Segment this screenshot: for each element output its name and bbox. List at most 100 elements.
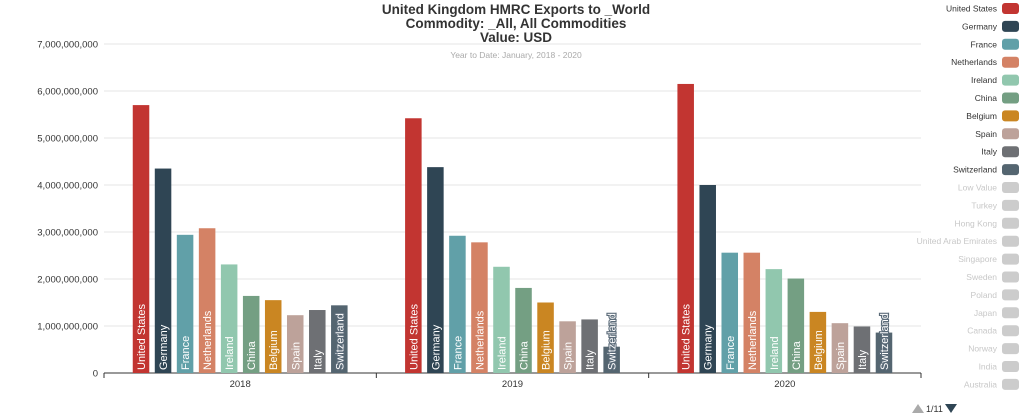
bar-label: Spain bbox=[563, 342, 575, 370]
chart-title-line-2: Commodity: _All, All Commodities bbox=[406, 16, 627, 31]
legend-item[interactable]: United States bbox=[946, 3, 1019, 14]
bar[interactable] bbox=[427, 167, 444, 373]
bar-label: Switzerland bbox=[334, 313, 346, 370]
chart-title: United Kingdom HMRC Exports to _World bbox=[382, 2, 650, 17]
legend-label: Belgium bbox=[966, 111, 997, 121]
bar[interactable] bbox=[765, 269, 783, 373]
y-tick-label: 2,000,000,000 bbox=[37, 275, 98, 286]
legend-item[interactable]: Norway bbox=[968, 343, 1019, 355]
legend-label: United Arab Emirates bbox=[917, 236, 997, 246]
legend[interactable]: United States Germany France Netherlands Ire… bbox=[917, 3, 1019, 390]
gridlines bbox=[104, 43, 921, 374]
chart-title-line-3: Value: USD bbox=[480, 30, 552, 45]
legend-item[interactable]: Japan bbox=[974, 307, 1019, 319]
legend-pager[interactable]: 1/11 bbox=[912, 404, 957, 414]
legend-page-indicator: 1/11 bbox=[926, 404, 943, 414]
legend-item[interactable]: Ireland bbox=[971, 74, 1019, 86]
x-axis: 2018 2019 2020 bbox=[103, 373, 922, 390]
bar[interactable] bbox=[220, 264, 238, 373]
legend-item[interactable]: Switzerland bbox=[953, 164, 1019, 176]
legend-label: Poland bbox=[971, 290, 998, 300]
bar-label: China bbox=[519, 340, 531, 370]
legend-item[interactable]: United Arab Emirates bbox=[917, 235, 1019, 247]
bar-label: Italy bbox=[312, 349, 324, 370]
legend-item[interactable]: Turkey bbox=[971, 199, 1019, 211]
legend-next-page-icon[interactable] bbox=[945, 404, 957, 413]
legend-item[interactable]: Singapore bbox=[958, 253, 1019, 265]
legend-swatch bbox=[1002, 128, 1019, 140]
legend-label: Norway bbox=[968, 344, 998, 354]
bar-label: Germany bbox=[430, 324, 442, 370]
bar[interactable] bbox=[449, 235, 466, 373]
bar[interactable] bbox=[559, 321, 576, 373]
bar-label: Netherlands bbox=[474, 310, 486, 370]
legend-item[interactable]: France bbox=[971, 38, 1019, 50]
bar[interactable] bbox=[471, 242, 488, 373]
bar[interactable] bbox=[309, 310, 326, 373]
legend-label: Germany bbox=[962, 21, 998, 31]
bar-label: Italy bbox=[585, 349, 597, 370]
legend-item[interactable]: Italy bbox=[981, 146, 1019, 158]
legend-item[interactable]: Sweden bbox=[966, 271, 1019, 283]
bar[interactable] bbox=[809, 311, 827, 373]
bar[interactable] bbox=[537, 302, 554, 374]
bar[interactable] bbox=[875, 332, 893, 373]
legend-label: Ireland bbox=[971, 75, 997, 85]
bar[interactable] bbox=[493, 266, 510, 373]
legend-item[interactable]: Low Value bbox=[958, 182, 1019, 193]
bar[interactable] bbox=[198, 228, 216, 373]
legend-label: Italy bbox=[981, 147, 997, 157]
legend-label: Canada bbox=[967, 326, 997, 336]
legend-item[interactable]: India bbox=[979, 361, 1019, 372]
legend-swatch bbox=[1002, 378, 1019, 390]
bar[interactable] bbox=[603, 346, 620, 373]
legend-label: Spain bbox=[975, 129, 997, 139]
legend-item[interactable]: Netherlands bbox=[951, 56, 1019, 68]
legend-item[interactable]: China bbox=[975, 92, 1019, 104]
bar[interactable] bbox=[853, 326, 871, 373]
legend-prev-page-icon[interactable] bbox=[912, 404, 924, 413]
bar-label: Belgium bbox=[813, 330, 825, 370]
bar[interactable] bbox=[154, 168, 172, 373]
bar-label: Ireland bbox=[496, 336, 508, 370]
bar[interactable] bbox=[405, 118, 422, 373]
y-tick-label: 0 bbox=[93, 369, 98, 380]
legend-swatch bbox=[1002, 146, 1019, 158]
y-axis: 0 1,000,000,000 2,000,000,000 3,000,000,000… bbox=[37, 40, 98, 380]
bar-label: United States bbox=[681, 303, 693, 370]
legend-item[interactable]: Belgium bbox=[966, 110, 1019, 122]
x-tick-label: 2020 bbox=[774, 379, 795, 390]
bar[interactable] bbox=[286, 315, 304, 373]
y-tick-label: 3,000,000,000 bbox=[37, 228, 98, 239]
bar-label: Italy bbox=[857, 349, 869, 370]
bar-label: United States bbox=[136, 303, 148, 370]
legend-label: Australia bbox=[964, 379, 997, 389]
legend-item[interactable]: Poland bbox=[971, 289, 1019, 301]
bar[interactable] bbox=[515, 287, 532, 373]
bar-label: China bbox=[791, 340, 803, 370]
bar[interactable] bbox=[831, 323, 849, 373]
bar[interactable] bbox=[176, 234, 194, 373]
legend-item[interactable]: Hong Kong bbox=[954, 217, 1019, 229]
legend-item[interactable]: Canada bbox=[967, 325, 1019, 337]
bar-label: United States bbox=[408, 303, 420, 370]
bar[interactable] bbox=[331, 305, 348, 373]
bar[interactable] bbox=[242, 295, 260, 373]
bar[interactable] bbox=[743, 252, 761, 373]
bar[interactable] bbox=[699, 185, 716, 373]
legend-item[interactable]: Spain bbox=[975, 128, 1019, 140]
bar[interactable] bbox=[721, 252, 739, 373]
legend-swatch bbox=[1002, 289, 1019, 301]
legend-swatch bbox=[1002, 361, 1019, 372]
bar[interactable] bbox=[677, 83, 694, 373]
bar[interactable] bbox=[264, 300, 282, 373]
legend-item[interactable]: Germany bbox=[962, 20, 1019, 32]
bar[interactable] bbox=[787, 278, 805, 373]
bar-label: China bbox=[246, 340, 258, 370]
legend-label: India bbox=[979, 362, 998, 372]
bar-label: Netherlands bbox=[747, 310, 759, 370]
legend-item[interactable]: Australia bbox=[964, 378, 1019, 390]
bar[interactable] bbox=[581, 319, 598, 373]
bar-label: Switzerland bbox=[879, 313, 891, 370]
bar[interactable] bbox=[132, 105, 150, 373]
